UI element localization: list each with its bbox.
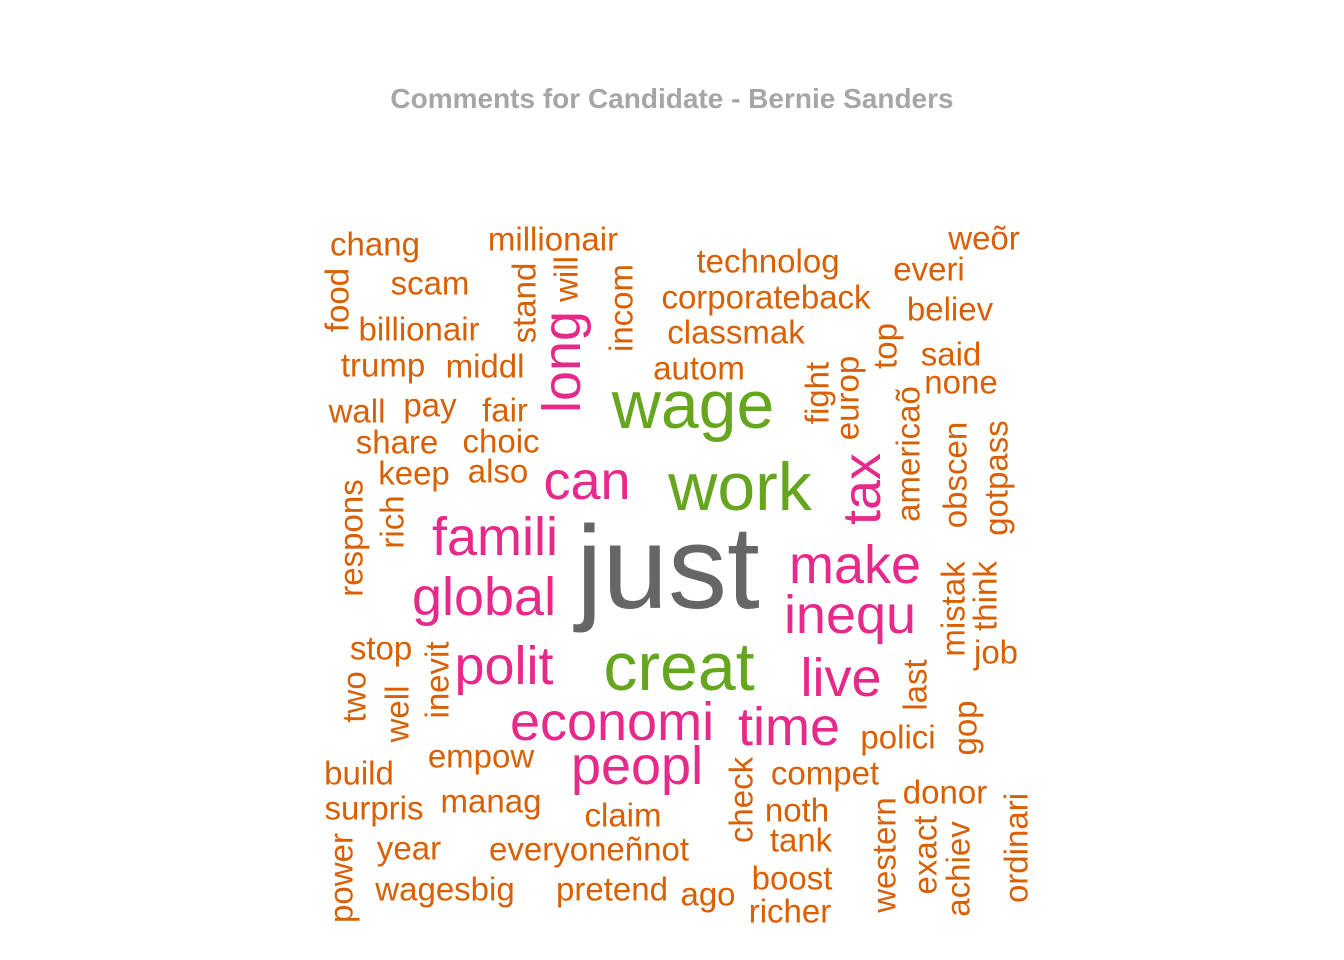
word-3: creat [603, 629, 754, 705]
word-60: incom [603, 264, 640, 352]
word-20: everi [893, 251, 965, 288]
word-56: richer [749, 893, 832, 930]
word-31: wall [328, 393, 386, 430]
word-49: year [377, 830, 441, 867]
word-17: millionair [488, 221, 618, 258]
word-4: famili [432, 507, 558, 567]
word-40: empow [428, 738, 535, 775]
word-72: well [379, 686, 416, 744]
word-75: gop [947, 700, 984, 755]
word-0: just [573, 502, 760, 634]
word-53: wagesbig [374, 871, 514, 908]
word-43: compet [771, 755, 879, 792]
word-30: none [924, 364, 997, 401]
word-69: mistak [935, 561, 972, 657]
word-64: americaõ [890, 386, 927, 522]
word-1: wage [611, 367, 775, 443]
word-12: make [789, 535, 921, 595]
word-16: chang [330, 226, 420, 263]
word-18: technolog [696, 243, 839, 280]
word-13: can [543, 451, 630, 511]
word-41: polici [860, 719, 935, 756]
word-19: weõr [947, 220, 1020, 257]
word-74: last [897, 659, 934, 710]
word-47: claim [584, 797, 661, 834]
word-2: work [667, 449, 813, 525]
word-63: top [867, 323, 904, 369]
word-70: think [967, 561, 1004, 631]
word-26: said [921, 336, 982, 373]
word-71: two [336, 671, 373, 722]
word-81: power [323, 833, 360, 923]
word-61: fight [799, 362, 836, 424]
word-55: ago [680, 876, 735, 913]
word-14: long [532, 311, 592, 413]
word-36: keep [378, 455, 450, 492]
word-7: economi [510, 692, 714, 752]
word-77: western [866, 797, 903, 914]
word-44: donor [903, 774, 987, 811]
word-67: respons [333, 479, 370, 596]
word-6: polit [454, 636, 553, 696]
word-25: classmak [667, 314, 805, 351]
word-79: achiev [940, 821, 977, 917]
word-28: middl [446, 348, 525, 385]
word-22: corporateback [661, 279, 871, 316]
word-37: also [468, 453, 529, 490]
word-29: autom [653, 350, 745, 387]
word-62: europ [829, 356, 866, 440]
word-46: manag [441, 783, 542, 820]
word-35: choic [462, 423, 539, 460]
word-51: tank [770, 822, 833, 859]
word-65: obscen [937, 422, 974, 528]
word-66: gotpass [978, 420, 1015, 536]
word-50: everyoneñnot [489, 831, 689, 868]
word-59: will [548, 256, 585, 303]
word-24: billionair [358, 311, 479, 348]
word-27: trump [341, 347, 425, 384]
word-73: inevit [419, 641, 456, 718]
word-8: peopl [571, 736, 703, 796]
word-9: time [738, 697, 840, 757]
word-80: ordinari [998, 793, 1035, 903]
word-42: build [324, 755, 394, 792]
word-78: exact [907, 816, 944, 895]
word-23: believ [907, 291, 994, 328]
word-34: share [356, 424, 439, 461]
word-52: boost [752, 860, 833, 897]
word-11: inequ [784, 585, 916, 645]
word-10: live [800, 648, 881, 708]
word-33: fair [482, 392, 528, 429]
word-32: pay [403, 387, 457, 424]
word-58: stand [506, 263, 543, 344]
word-76: check [723, 756, 760, 843]
word-57: food [319, 268, 356, 332]
word-15: tax [832, 453, 892, 525]
word-38: stop [350, 630, 412, 667]
word-48: noth [765, 792, 829, 829]
chart-title: Comments for Candidate - Bernie Sanders [390, 83, 953, 114]
word-45: surpris [324, 790, 423, 827]
word-39: job [973, 634, 1018, 671]
word-5: global [412, 567, 556, 627]
word-21: scam [391, 265, 470, 302]
word-54: pretend [556, 871, 668, 908]
word-68: rich [374, 495, 411, 548]
